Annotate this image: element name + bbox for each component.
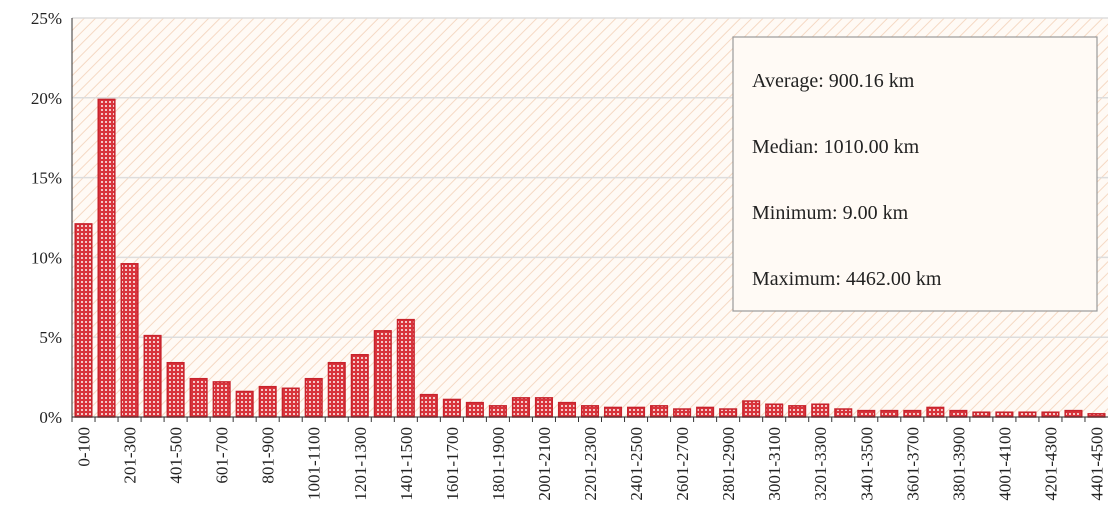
bar: [719, 408, 738, 418]
bar: [97, 98, 116, 418]
x-tick-label: 1401-1500: [397, 427, 416, 501]
y-tick-label: 0%: [39, 408, 62, 427]
x-tick-label: 2201-2300: [581, 427, 600, 501]
x-tick-label: 2401-2500: [627, 427, 646, 501]
bar: [696, 406, 715, 418]
x-tick-label: 4201-4300: [1041, 427, 1060, 501]
bar: [212, 381, 231, 418]
x-tick-label: 3401-3500: [857, 427, 876, 501]
y-tick-label: 10%: [31, 248, 62, 267]
bar: [442, 398, 461, 418]
y-tick-label: 5%: [39, 328, 62, 347]
bar: [765, 403, 784, 418]
annotation-text: Average: 900.16 km: [752, 70, 915, 92]
x-tick-label: 1201-1300: [351, 427, 370, 501]
bar: [1018, 411, 1037, 418]
x-tick-label: 4001-4100: [995, 427, 1014, 501]
annotation-text: Median: 1010.00 km: [752, 136, 920, 158]
bar: [373, 330, 392, 418]
labels: 0% 5% 10% 15% 20% 25% 0-100 201-300 401-500 601-7…: [31, 9, 1107, 501]
bar: [465, 401, 484, 418]
x-tick-label: 3601-3700: [903, 427, 922, 501]
x-tick-label: 2601-2700: [673, 427, 692, 501]
y-tick-label: 15%: [31, 169, 62, 188]
bar: [673, 408, 692, 418]
x-tick-label: 0-100: [75, 427, 94, 467]
bar: [396, 318, 415, 418]
bar: [534, 397, 553, 418]
annotation-text: Minimum: 9.00 km: [752, 202, 909, 224]
bar: [580, 405, 600, 418]
bar: [281, 387, 300, 418]
bar: [949, 409, 968, 418]
bar: [788, 405, 807, 418]
x-tick-label: 1601-1700: [443, 427, 462, 501]
bar: [926, 406, 945, 418]
bar: [189, 377, 208, 418]
bar: [995, 411, 1014, 418]
bar: [857, 409, 876, 418]
x-tick-label: 3001-3100: [765, 427, 784, 501]
x-tick-label: 1001-1100: [305, 427, 324, 500]
x-tick-label: 3201-3300: [811, 427, 830, 501]
x-tick-label: 4401-4500: [1087, 427, 1106, 501]
annotation-text: Maximum: 4462.00 km: [752, 268, 942, 290]
bar: [627, 406, 646, 418]
bar: [972, 411, 991, 418]
bar: [1041, 411, 1060, 418]
bar: [74, 223, 93, 418]
bar: [166, 361, 185, 418]
x-tick-label: 2801-2900: [719, 427, 738, 501]
bars: [74, 98, 1106, 418]
x-tick-label: 401-500: [167, 427, 186, 484]
x-tick-label: 2001-2100: [535, 427, 554, 501]
bar: [811, 403, 830, 418]
bar: [258, 385, 277, 418]
bar: [603, 406, 623, 418]
bar: [120, 263, 139, 418]
x-tick-label: 801-900: [259, 427, 278, 484]
bar: [742, 400, 761, 418]
y-tick-label: 25%: [31, 9, 62, 28]
x-tick-label: 201-300: [121, 427, 140, 484]
bar: [557, 401, 577, 418]
bar: [235, 390, 254, 418]
bar: [419, 393, 438, 418]
bar: [511, 397, 530, 418]
bar: [327, 361, 346, 418]
bar: [304, 377, 323, 418]
bar: [880, 409, 899, 418]
bar: [1064, 409, 1083, 418]
bar: [903, 409, 922, 418]
bar: [350, 354, 369, 418]
x-tick-label: 3801-3900: [949, 427, 968, 501]
y-tick-label: 20%: [31, 89, 62, 108]
bar: [488, 405, 507, 418]
x-tick-label: 1801-1900: [489, 427, 508, 501]
bar: [650, 405, 669, 418]
annotations: Average: 900.16 km Median: 1010.00 km Mini…: [752, 70, 942, 290]
x-tick-label: 601-700: [213, 427, 232, 484]
bar: [143, 334, 162, 418]
bar: [834, 408, 853, 418]
annotation-box: [732, 36, 1098, 312]
